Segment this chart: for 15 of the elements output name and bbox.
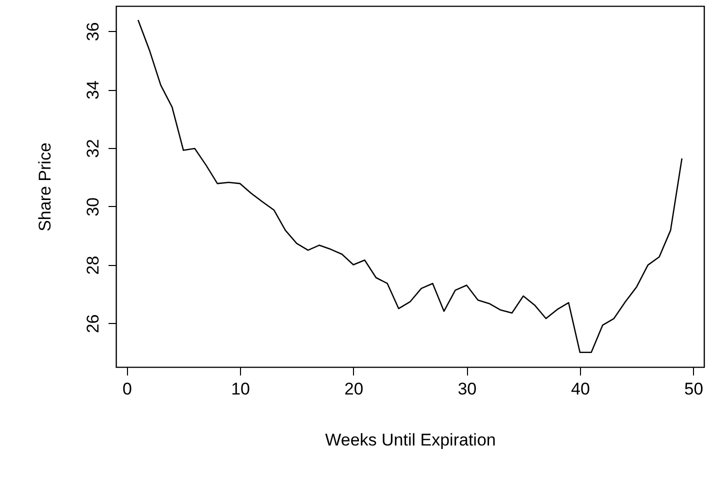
y-tick-label: 30	[84, 197, 102, 216]
x-axis-title: Weeks Until Expiration	[325, 430, 496, 450]
x-tick-label: 30	[458, 380, 477, 398]
y-tick-label: 34	[84, 80, 102, 100]
x-tick-label: 40	[570, 380, 590, 398]
x-tick-label: 0	[122, 380, 132, 398]
y-tick-label: 32	[84, 138, 102, 158]
y-tick-label: 36	[84, 22, 102, 42]
line-series	[137, 19, 683, 354]
y-tick-label: 26	[84, 314, 102, 334]
y-tick-label: 28	[84, 256, 102, 275]
x-tick-label: 20	[344, 380, 364, 398]
y-axis-title: Share Price	[36, 142, 54, 232]
x-tick-label: 50	[684, 380, 704, 398]
x-tick-label: 10	[231, 380, 250, 398]
